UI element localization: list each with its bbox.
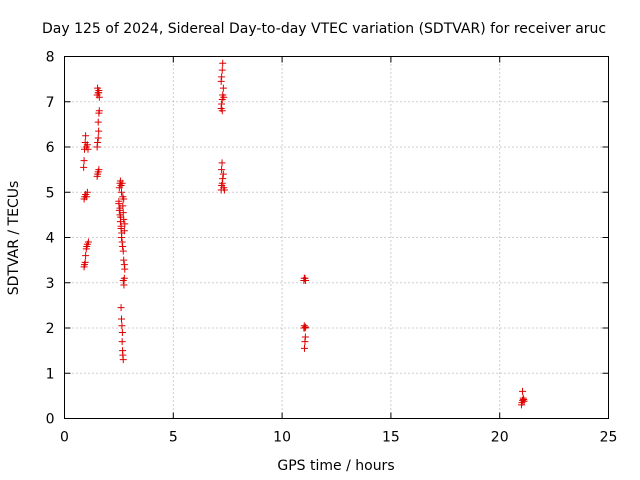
data-point [220, 186, 228, 194]
data-point [118, 322, 126, 330]
data-point [80, 163, 88, 171]
data-point [519, 387, 527, 395]
data-point [119, 209, 127, 217]
data-point [84, 238, 92, 246]
data-points [80, 59, 528, 409]
y-tick-label: 0 [46, 412, 55, 428]
data-point [118, 338, 126, 346]
data-point [218, 166, 226, 174]
data-point [83, 141, 91, 149]
data-point [119, 202, 127, 210]
grid-lines [64, 56, 609, 419]
data-point [119, 356, 127, 364]
data-point [95, 166, 103, 174]
data-point [117, 304, 125, 312]
data-point [301, 333, 309, 341]
data-point [95, 127, 103, 135]
y-tick-label: 1 [46, 366, 55, 382]
chart-title: Day 125 of 2024, Sidereal Day-to-day VTE… [42, 21, 606, 37]
y-tick-label: 3 [46, 276, 55, 292]
x-tick-label: 15 [382, 430, 400, 446]
data-point [218, 100, 226, 108]
data-point [81, 258, 89, 266]
y-tick-label: 8 [46, 50, 55, 66]
data-point [115, 200, 123, 208]
data-point [117, 213, 125, 221]
data-point [94, 138, 102, 146]
data-point [82, 132, 90, 140]
data-point [218, 159, 226, 167]
data-point [83, 193, 91, 201]
data-point [120, 256, 128, 264]
y-tick-label: 4 [46, 231, 55, 247]
data-point [219, 84, 227, 92]
data-point [520, 397, 528, 405]
data-point [218, 66, 226, 74]
y-tick-label: 5 [46, 185, 55, 201]
data-point [120, 281, 128, 289]
x-tick-label: 10 [273, 430, 291, 446]
data-point [95, 107, 103, 115]
data-point [83, 188, 91, 196]
data-point [84, 145, 92, 153]
data-point [121, 265, 129, 273]
data-point [301, 344, 309, 352]
y-tick-label: 6 [46, 140, 55, 156]
data-point [302, 276, 310, 284]
data-point [119, 243, 127, 251]
data-point [119, 247, 127, 255]
data-point [219, 170, 227, 178]
data-point [117, 222, 125, 230]
x-tick-label: 25 [600, 430, 618, 446]
data-point [118, 315, 126, 323]
y-axis-title: SDTVAR / TECUs [6, 181, 22, 296]
data-point [95, 89, 103, 97]
x-tick-label: 0 [60, 430, 69, 446]
data-point [94, 118, 102, 126]
y-tick-label: 7 [46, 95, 55, 111]
data-point [220, 93, 228, 101]
data-point [120, 274, 128, 282]
data-point [118, 179, 126, 187]
data-point [219, 59, 227, 67]
data-point [82, 252, 90, 260]
y-tick-label: 2 [46, 321, 55, 337]
data-point [118, 188, 126, 196]
data-point [218, 107, 226, 115]
data-point [301, 324, 309, 332]
data-point [95, 93, 103, 101]
data-point [94, 134, 102, 142]
x-axis-title: GPS time / hours [277, 458, 394, 474]
data-point [120, 195, 128, 203]
axis-ticks: 0 5 10 15 20 25 0 1 2 3 4 5 6 7 8 [46, 50, 618, 446]
data-point [218, 73, 226, 81]
x-tick-label: 20 [491, 430, 509, 446]
data-point [302, 323, 310, 331]
data-point [121, 220, 129, 228]
data-point [118, 329, 126, 337]
plot-frame [64, 56, 609, 419]
data-point [219, 175, 227, 183]
x-tick-label: 5 [169, 430, 178, 446]
data-point [80, 157, 88, 165]
data-point [118, 229, 126, 237]
